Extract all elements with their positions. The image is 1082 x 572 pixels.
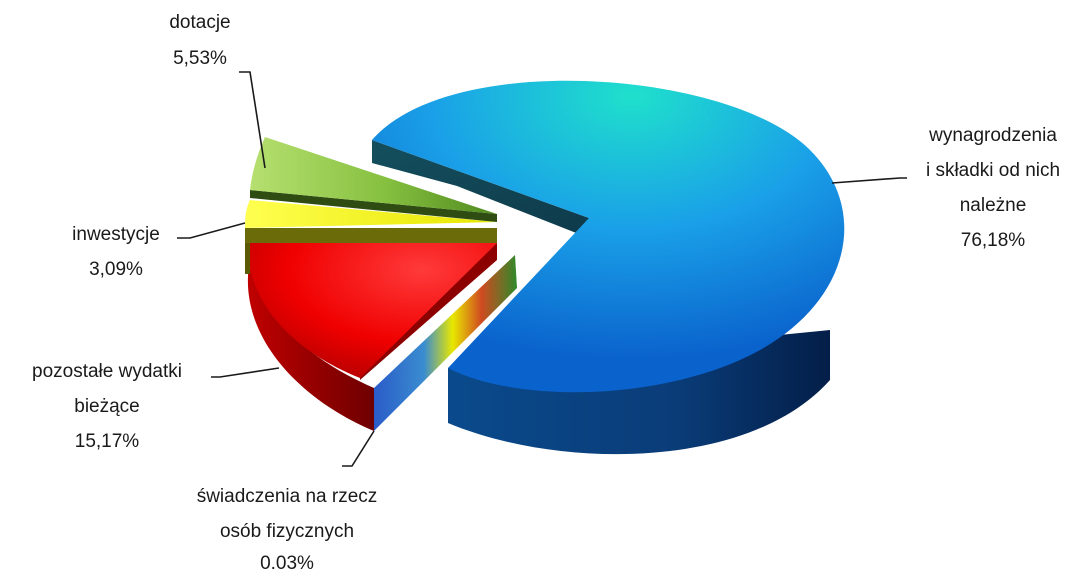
label-pozostale-line1: pozostałe wydatki xyxy=(32,361,182,382)
slice-pozostale-cut xyxy=(360,243,497,380)
label-pozostale-value: 15,17% xyxy=(75,431,140,452)
slice-dotacje-side xyxy=(250,190,497,222)
slice-pozostale-top xyxy=(247,243,497,378)
slice-swiadczenia xyxy=(374,255,517,431)
slice-wynagrodzenia-cut xyxy=(372,140,589,238)
leader-inwestycje xyxy=(177,222,246,239)
label-swiadczenia-line2: osób fizycznych xyxy=(220,521,354,542)
label-wynagrodzenia: wynagrodzenia i składki od nich należne … xyxy=(926,125,1060,251)
pie-slices xyxy=(245,80,845,455)
leader-pozostale xyxy=(211,367,280,378)
label-swiadczenia-value: 0.03% xyxy=(260,553,314,572)
label-pozostale: pozostałe wydatki bieżące 15,17% xyxy=(32,361,182,452)
label-wynagrodzenia-line2: i składki od nich xyxy=(926,160,1060,181)
slice-inwestycje-edge xyxy=(245,243,250,274)
leader-dotacje xyxy=(239,71,266,169)
leader-swiadczenia xyxy=(342,430,375,467)
leader-lines xyxy=(177,71,907,467)
label-swiadczenia: świadczenia na rzecz osób fizycznych 0.0… xyxy=(197,486,378,572)
slice-wynagrodzenia-top xyxy=(372,80,845,393)
label-wynagrodzenia-line1: wynagrodzenia xyxy=(928,125,1057,146)
label-dotacje: dotacje 5,53% xyxy=(169,12,230,69)
leader-wynagrodzenia xyxy=(831,177,907,184)
label-inwestycje-value: 3,09% xyxy=(89,259,143,280)
label-inwestycje-line1: inwestycje xyxy=(72,224,160,245)
slice-dotacje-top xyxy=(250,137,497,214)
label-wynagrodzenia-value: 76,18% xyxy=(961,230,1026,251)
label-pozostale-line2: bieżące xyxy=(74,396,140,417)
label-wynagrodzenia-line3: należne xyxy=(960,195,1027,216)
slice-inwestycje-top xyxy=(245,200,497,228)
label-dotacje-value: 5,53% xyxy=(173,48,227,69)
label-inwestycje: inwestycje 3,09% xyxy=(72,224,160,280)
label-dotacje-line1: dotacje xyxy=(169,12,230,33)
slice-inwestycje-side xyxy=(245,228,497,243)
label-swiadczenia-line1: świadczenia na rzecz xyxy=(197,486,378,507)
pie-labels: wynagrodzenia i składki od nich należne … xyxy=(32,12,1060,572)
slice-pozostale-side xyxy=(247,260,374,431)
